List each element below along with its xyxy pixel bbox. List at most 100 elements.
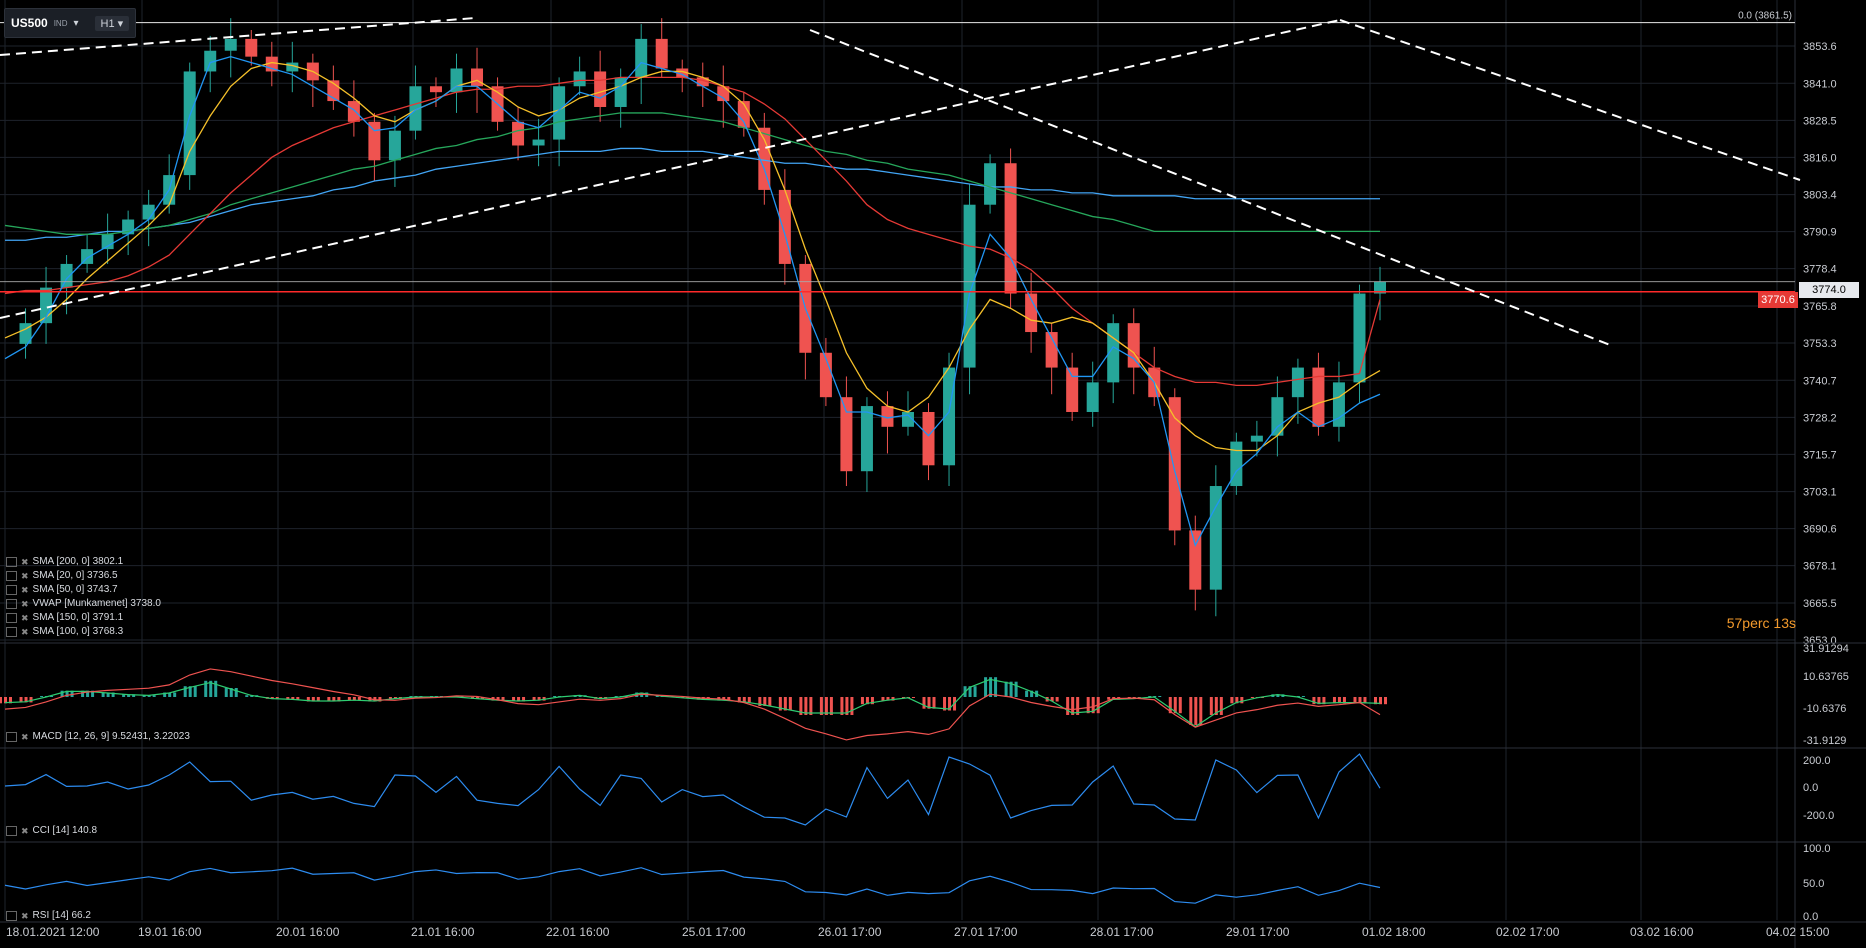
- legend-vwap[interactable]: ✖ VWAP [Munkamenet] 3738.0: [6, 597, 161, 611]
- candle-body: [1025, 293, 1038, 333]
- macd-hist-bar: [1009, 681, 1013, 697]
- remove-icon[interactable]: ✖: [21, 911, 29, 921]
- remove-icon[interactable]: ✖: [21, 571, 29, 581]
- symbol-dropdown-icon[interactable]: ▾: [73, 17, 79, 29]
- macd-tick-label: -31.9129: [1803, 735, 1846, 747]
- cci-legend[interactable]: ✖ CCI [14] 140.8: [6, 824, 97, 838]
- indicator-settings-icon[interactable]: [6, 732, 17, 742]
- legend-sma20[interactable]: ✖ SMA [20, 0] 3736.5: [6, 569, 161, 583]
- x-tick-label: 03.02 16:00: [1630, 925, 1694, 939]
- macd-hist-bar: [50, 696, 54, 697]
- macd-hist-bar: [614, 696, 618, 697]
- macd-hist-bar: [24, 697, 28, 703]
- legend-sma200[interactable]: ✖ SMA [200, 0] 3802.1: [6, 555, 161, 569]
- macd-hist-bar: [1086, 697, 1090, 714]
- macd-hist-bar: [901, 697, 905, 698]
- candle-body: [1004, 163, 1017, 294]
- y-tick-label: 3678.1: [1803, 561, 1837, 573]
- candle-body: [717, 86, 730, 102]
- remove-icon[interactable]: ✖: [21, 732, 29, 742]
- candle-body: [1250, 435, 1263, 442]
- x-tick-label: 27.01 17:00: [954, 925, 1018, 939]
- candle-body: [676, 68, 689, 78]
- remove-icon[interactable]: ✖: [21, 826, 29, 836]
- indicator-settings-icon[interactable]: [6, 571, 17, 581]
- x-tick-label: 25.01 17:00: [682, 925, 746, 939]
- macd-hist-bar: [845, 697, 849, 715]
- candle-body: [1230, 441, 1243, 487]
- indicator-settings-icon[interactable]: [6, 826, 17, 836]
- y-tick-label: 3841.0: [1803, 78, 1837, 90]
- indicator-settings-icon[interactable]: [6, 599, 17, 609]
- macd-hist-bar: [316, 697, 320, 702]
- macd-hist-bar: [1358, 697, 1362, 704]
- remove-icon[interactable]: ✖: [21, 599, 29, 609]
- macd-hist-bar: [747, 697, 751, 703]
- y-tick-label: 3803.4: [1803, 190, 1837, 202]
- candle-body: [1312, 367, 1325, 427]
- candle-body: [286, 62, 299, 72]
- macd-hist-bar: [1014, 681, 1018, 697]
- timeframe-selector[interactable]: H1 ▾: [94, 15, 130, 31]
- macd-hist-bar: [9, 697, 12, 704]
- macd-hist-bar: [1153, 696, 1157, 697]
- macd-hist-bar: [737, 697, 741, 703]
- indicator-settings-icon[interactable]: [6, 911, 17, 921]
- macd-hist-bar: [275, 697, 279, 699]
- indicator-settings-icon[interactable]: [6, 557, 17, 567]
- macd-hist-bar: [0, 697, 2, 704]
- candle-body: [881, 406, 894, 427]
- x-tick-label: 29.01 17:00: [1226, 925, 1290, 939]
- macd-hist-bar: [1076, 697, 1080, 715]
- y-tick-label: 3653.0: [1803, 635, 1837, 647]
- macd-hist-bar: [783, 697, 787, 711]
- remove-icon[interactable]: ✖: [21, 585, 29, 595]
- candle-body: [819, 352, 832, 398]
- macd-hist-bar: [973, 686, 977, 697]
- candle-body: [758, 127, 771, 190]
- candle-body: [1127, 323, 1140, 368]
- legend-sma100[interactable]: ✖ SMA [100, 0] 3768.3: [6, 625, 161, 639]
- macd-hist-bar: [532, 697, 536, 701]
- macd-hist-bar: [804, 697, 808, 715]
- sma100-line: [4, 76, 1381, 386]
- candle-body: [19, 323, 32, 344]
- macd-hist-bar: [891, 697, 895, 701]
- rsi-legend[interactable]: ✖ RSI [14] 66.2: [6, 909, 91, 923]
- legend-sma50[interactable]: ✖ SMA [50, 0] 3743.7: [6, 583, 161, 597]
- remove-icon[interactable]: ✖: [21, 627, 29, 637]
- macd-hist-bar: [768, 697, 772, 706]
- macd-hist-bar: [91, 690, 95, 697]
- macd-hist-bar: [696, 697, 700, 700]
- sma150-line: [4, 112, 1380, 235]
- macd-hist-bar: [1317, 697, 1321, 705]
- macd-hist-bar: [1332, 697, 1336, 704]
- y-tick-label: 3828.5: [1803, 115, 1837, 127]
- macd-legend[interactable]: ✖ MACD [12, 26, 9] 9.52431, 3.22023: [6, 730, 190, 744]
- legend-sma150[interactable]: ✖ SMA [150, 0] 3791.1: [6, 611, 161, 625]
- indicator-settings-icon[interactable]: [6, 627, 17, 637]
- macd-hist-bar: [65, 690, 69, 697]
- candle-body: [963, 204, 976, 368]
- macd-hist-bar: [824, 697, 828, 715]
- macd-hist-bar: [193, 686, 197, 697]
- x-tick-label: 20.01 16:00: [276, 925, 340, 939]
- candle-body: [142, 204, 155, 220]
- macd-tick-label: 10.63765: [1803, 671, 1849, 683]
- macd-hist-bar: [1337, 697, 1341, 704]
- macd-hist-bar: [1353, 697, 1357, 704]
- macd-hist-bar: [357, 697, 361, 701]
- candle-body: [409, 86, 422, 131]
- remove-icon[interactable]: ✖: [21, 613, 29, 623]
- indicator-settings-icon[interactable]: [6, 585, 17, 595]
- macd-hist-bar: [245, 695, 249, 697]
- timeframe-label: H1: [100, 17, 115, 30]
- trendline: [809, 29, 1611, 346]
- remove-icon[interactable]: ✖: [21, 557, 29, 567]
- y-tick-label: 3778.4: [1803, 264, 1837, 276]
- macd-hist-bar: [943, 697, 947, 711]
- macd-hist-bar: [1342, 697, 1346, 704]
- candle-body: [245, 38, 258, 57]
- indicator-settings-icon[interactable]: [6, 613, 17, 623]
